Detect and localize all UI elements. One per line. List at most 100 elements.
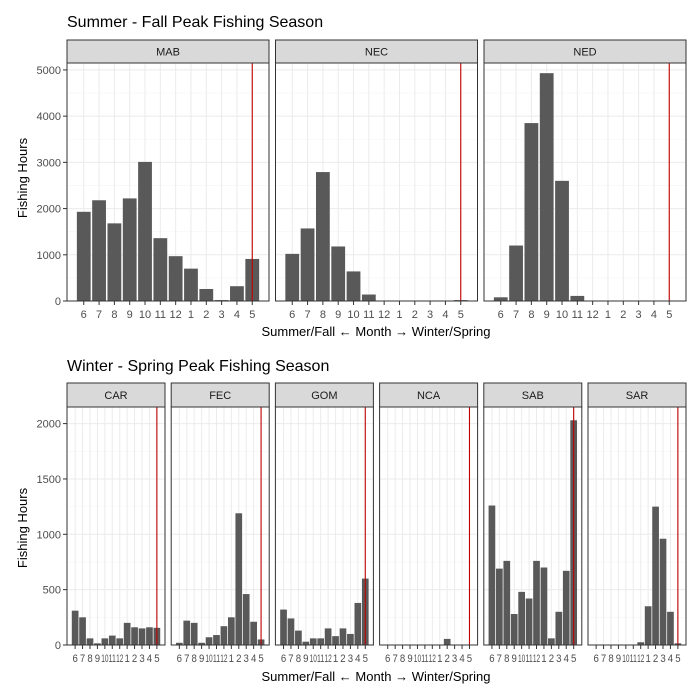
- x-tick-label: 10: [347, 309, 359, 321]
- x-tick-label: 8: [320, 309, 326, 321]
- top-y-tick-label: 5000: [37, 65, 61, 77]
- x-tick-label: 5: [675, 653, 680, 665]
- x-tick-label: 12: [170, 309, 182, 321]
- x-tick-label: 2: [445, 653, 450, 665]
- panel-strip-label: FEC: [209, 390, 231, 402]
- x-tick-label: 1: [188, 309, 194, 321]
- bar: [122, 198, 137, 301]
- bar: [339, 628, 347, 645]
- x-tick-label: 4: [564, 653, 569, 665]
- bar: [280, 609, 287, 645]
- x-tick-label: 8: [192, 653, 197, 665]
- x-tick-label: 6: [81, 309, 87, 321]
- bar: [510, 614, 518, 645]
- top-y-tick-label: 0: [55, 296, 61, 308]
- x-tick-label: 11: [213, 653, 220, 665]
- bar: [131, 627, 138, 645]
- x-tick-label: 2: [132, 653, 137, 665]
- x-tick-label: 7: [392, 653, 397, 665]
- bar: [228, 617, 235, 645]
- x-tick-label: 6: [593, 653, 598, 665]
- x-tick-label: 11: [421, 653, 428, 665]
- bar: [92, 200, 106, 301]
- x-tick-label: 9: [616, 653, 621, 665]
- x-tick-label: 1: [396, 309, 402, 321]
- x-tick-label: 7: [80, 653, 85, 665]
- x-tick-label: 10: [556, 309, 568, 321]
- x-tick-label: 5: [458, 309, 464, 321]
- x-tick-label: 3: [636, 309, 642, 321]
- bar: [138, 161, 152, 301]
- panel-background: [171, 407, 270, 645]
- bar: [302, 641, 310, 645]
- top-y-tick-label: 3000: [37, 157, 61, 169]
- bar: [295, 630, 302, 645]
- bar: [548, 638, 555, 645]
- x-tick-label: 8: [296, 653, 301, 665]
- bar: [79, 617, 86, 645]
- bar: [94, 643, 101, 645]
- x-tick-label: 2: [653, 653, 658, 665]
- bar: [76, 211, 91, 301]
- x-tick-label: 4: [251, 653, 256, 665]
- x-tick-label: 7: [184, 653, 189, 665]
- panel-strip: [483, 382, 583, 408]
- x-tick-label: 12: [587, 309, 599, 321]
- bar: [250, 621, 257, 645]
- bar: [659, 538, 667, 645]
- bottom-y-axis-label: Fishing Hours: [15, 487, 30, 568]
- x-tick-label: 6: [281, 653, 286, 665]
- x-tick-label: 5: [666, 309, 672, 321]
- bottom-y-tick-label: 500: [43, 585, 61, 597]
- x-tick-label: 7: [497, 653, 502, 665]
- x-tick-label: 8: [608, 653, 613, 665]
- x-tick-label: 12: [429, 653, 436, 665]
- x-tick-label: 5: [363, 653, 368, 665]
- bar: [332, 636, 339, 645]
- bar: [555, 611, 563, 645]
- x-tick-label: 8: [400, 653, 405, 665]
- x-tick-label: 5: [258, 653, 263, 665]
- bar: [317, 638, 325, 645]
- x-tick-label: 6: [498, 309, 504, 321]
- bar: [525, 598, 533, 645]
- panel-background: [588, 407, 686, 645]
- x-tick-label: 3: [219, 309, 225, 321]
- x-tick-label: 1: [541, 653, 546, 665]
- bar: [205, 637, 213, 645]
- x-tick-label: 11: [109, 653, 116, 665]
- x-tick-label: 3: [427, 309, 433, 321]
- x-tick-label: 5: [249, 309, 255, 321]
- x-tick-label: 8: [111, 309, 117, 321]
- panel-strip: [170, 382, 270, 408]
- x-tick-label: 8: [528, 309, 534, 321]
- panel-strip-label: GOM: [311, 390, 337, 402]
- x-tick-label: 12: [220, 653, 227, 665]
- x-tick-label: 1: [124, 653, 129, 665]
- panel-strip-label: SAR: [626, 390, 649, 402]
- x-tick-label: 9: [127, 309, 133, 321]
- x-tick-label: 2: [236, 653, 241, 665]
- bar: [190, 622, 198, 645]
- bar: [242, 594, 250, 645]
- panel-strip: [587, 382, 687, 408]
- bottom-chart-title: Winter - Spring Peak Fishing Season: [67, 358, 329, 375]
- panel-strip-label: NCA: [417, 390, 441, 402]
- top-y-axis: 0 1000 2000 3000 4000 5000: [37, 65, 67, 308]
- panel-background: [67, 407, 165, 645]
- x-tick-label: 12: [637, 653, 644, 665]
- x-tick-label: 3: [139, 653, 144, 665]
- x-tick-label: 1: [605, 309, 611, 321]
- bar: [361, 294, 376, 301]
- x-tick-label: 1: [645, 653, 650, 665]
- bar: [347, 633, 354, 645]
- panel-background: [379, 407, 478, 645]
- top-y-tick-label: 2000: [37, 204, 61, 216]
- x-tick-label: 2: [340, 653, 345, 665]
- x-tick-label: 12: [378, 309, 390, 321]
- bar: [540, 567, 548, 645]
- x-tick-label: 10: [622, 653, 629, 665]
